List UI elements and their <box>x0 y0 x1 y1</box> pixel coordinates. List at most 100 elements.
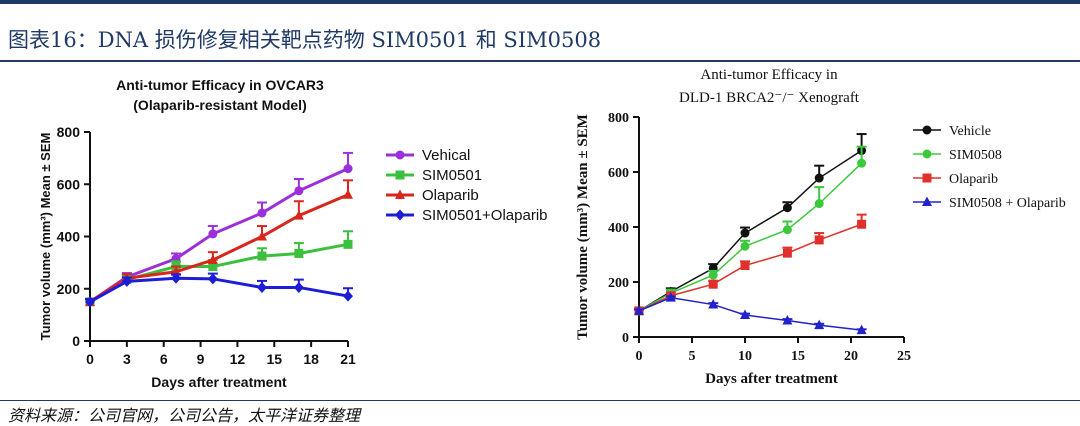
x-tick-label: 20 <box>844 349 858 364</box>
y-tick-label: 600 <box>57 176 81 192</box>
legend-marker <box>395 209 405 221</box>
chart-title: Anti-tumor Efficacy in OVCAR3 <box>116 77 324 93</box>
x-tick-label: 0 <box>86 351 94 367</box>
y-tick-label: 0 <box>72 333 80 349</box>
data-point <box>171 272 181 284</box>
y-axis-label: Tumor volume (mm³) Mean ± SEM <box>575 114 591 340</box>
legend-marker <box>395 189 405 199</box>
data-point <box>665 292 676 302</box>
chart-subtitle: (Olaparib-resistant Model) <box>133 97 306 113</box>
legend-item-olaparib: Olaparib <box>386 187 479 204</box>
data-point <box>257 231 267 241</box>
data-point <box>740 241 750 251</box>
footer-divider <box>0 400 1080 401</box>
data-point <box>343 164 353 174</box>
legend-marker <box>922 173 932 183</box>
y-axis-label: Tumor volume (mm³) Mean ± SEM <box>38 133 53 341</box>
data-point <box>708 279 718 289</box>
legend-item-vehical: Vehical <box>386 147 470 164</box>
data-point <box>343 290 353 302</box>
y-tick-label: 0 <box>622 331 629 346</box>
legend-marker <box>922 149 932 159</box>
legend-item-vehicle: Vehicle <box>913 124 991 139</box>
legend-label: Olaparib <box>422 187 479 204</box>
legend-label: Vehical <box>422 147 470 164</box>
x-tick-label: 9 <box>197 351 205 367</box>
data-point <box>343 189 353 199</box>
data-point <box>782 203 792 213</box>
series-sim0501-olaparib <box>85 272 353 308</box>
data-point <box>814 235 824 245</box>
title-divider <box>0 60 1080 62</box>
data-point <box>782 315 793 325</box>
series-line <box>638 149 863 312</box>
data-point <box>814 173 824 183</box>
y-tick-label: 200 <box>608 276 629 291</box>
data-point <box>257 208 267 218</box>
x-tick-label: 5 <box>689 349 696 364</box>
data-point <box>857 158 867 168</box>
data-point <box>740 261 750 270</box>
legend-item-sim0508-olaparib: SIM0508 + Olaparib <box>913 196 1066 211</box>
x-tick-label: 21 <box>340 351 356 367</box>
data-point <box>207 254 218 265</box>
legend-label: Olaparib <box>949 172 998 187</box>
data-point <box>294 186 304 196</box>
x-tick-label: 18 <box>303 351 319 367</box>
x-tick-label: 3 <box>123 351 131 367</box>
chart-title: Anti-tumor Efficacy in <box>700 67 838 83</box>
x-tick-label: 15 <box>266 351 282 367</box>
legend-marker <box>922 125 932 135</box>
y-tick-label: 600 <box>608 166 629 181</box>
x-axis-label: Days after treatment <box>151 374 287 390</box>
y-tick-label: 200 <box>57 281 81 297</box>
data-point <box>782 225 792 235</box>
data-point <box>294 248 304 258</box>
data-point <box>856 324 867 335</box>
x-axis-label: Days after treatment <box>705 371 838 387</box>
series-sim0501 <box>85 230 353 307</box>
series-line <box>638 296 862 331</box>
top-accent-bar <box>0 0 1080 4</box>
y-tick-label: 800 <box>608 111 629 126</box>
data-point <box>708 270 718 280</box>
legend-item-olaparib: Olaparib <box>913 172 998 187</box>
data-point <box>814 199 824 209</box>
legend-label: Vehicle <box>949 124 991 139</box>
figure-title: 图表16：DNA 损伤修复相关靶点药物 SIM0501 和 SIM0508 <box>8 28 602 52</box>
series-line <box>89 193 349 304</box>
data-point <box>208 229 218 239</box>
data-point <box>85 296 95 308</box>
source-note: 资料来源：公司官网，公司公告，太平洋证券整理 <box>8 406 361 425</box>
series-sim0508-olaparib <box>634 292 867 335</box>
series-sim0508 <box>634 145 867 316</box>
y-tick-label: 400 <box>608 221 629 236</box>
legend-label: SIM0508 + Olaparib <box>949 196 1066 211</box>
legend-label: SIM0501+Olaparib <box>422 207 548 224</box>
data-point <box>208 262 218 272</box>
data-point <box>740 228 750 238</box>
chart-ovcar3: Anti-tumor Efficacy in OVCAR3 (Olaparib-r… <box>38 77 548 390</box>
legend-marker <box>922 196 932 206</box>
x-tick-label: 6 <box>160 351 168 367</box>
chart-dld1: Anti-tumor Efficacy in DLD-1 BRCA2⁻/⁻ Xen… <box>575 67 1066 387</box>
data-point <box>293 210 304 220</box>
x-tick-label: 0 <box>636 349 643 364</box>
series-olaparib <box>85 179 353 306</box>
data-point <box>121 275 132 287</box>
data-point <box>782 248 792 258</box>
data-point <box>257 251 267 261</box>
x-tick-label: 25 <box>897 349 911 364</box>
data-point <box>814 319 825 330</box>
data-point <box>634 305 644 315</box>
data-point <box>293 281 304 293</box>
data-point <box>857 219 867 229</box>
x-tick-label: 15 <box>791 349 805 364</box>
legend-item-sim0501-olaparib: SIM0501+Olaparib <box>386 207 548 224</box>
data-point <box>740 309 750 319</box>
legend-item-sim0508: SIM0508 <box>913 148 1002 163</box>
legend-item-sim0501: SIM0501 <box>386 167 482 184</box>
data-point <box>343 239 353 249</box>
x-tick-label: 12 <box>230 351 246 367</box>
data-point <box>257 281 267 293</box>
